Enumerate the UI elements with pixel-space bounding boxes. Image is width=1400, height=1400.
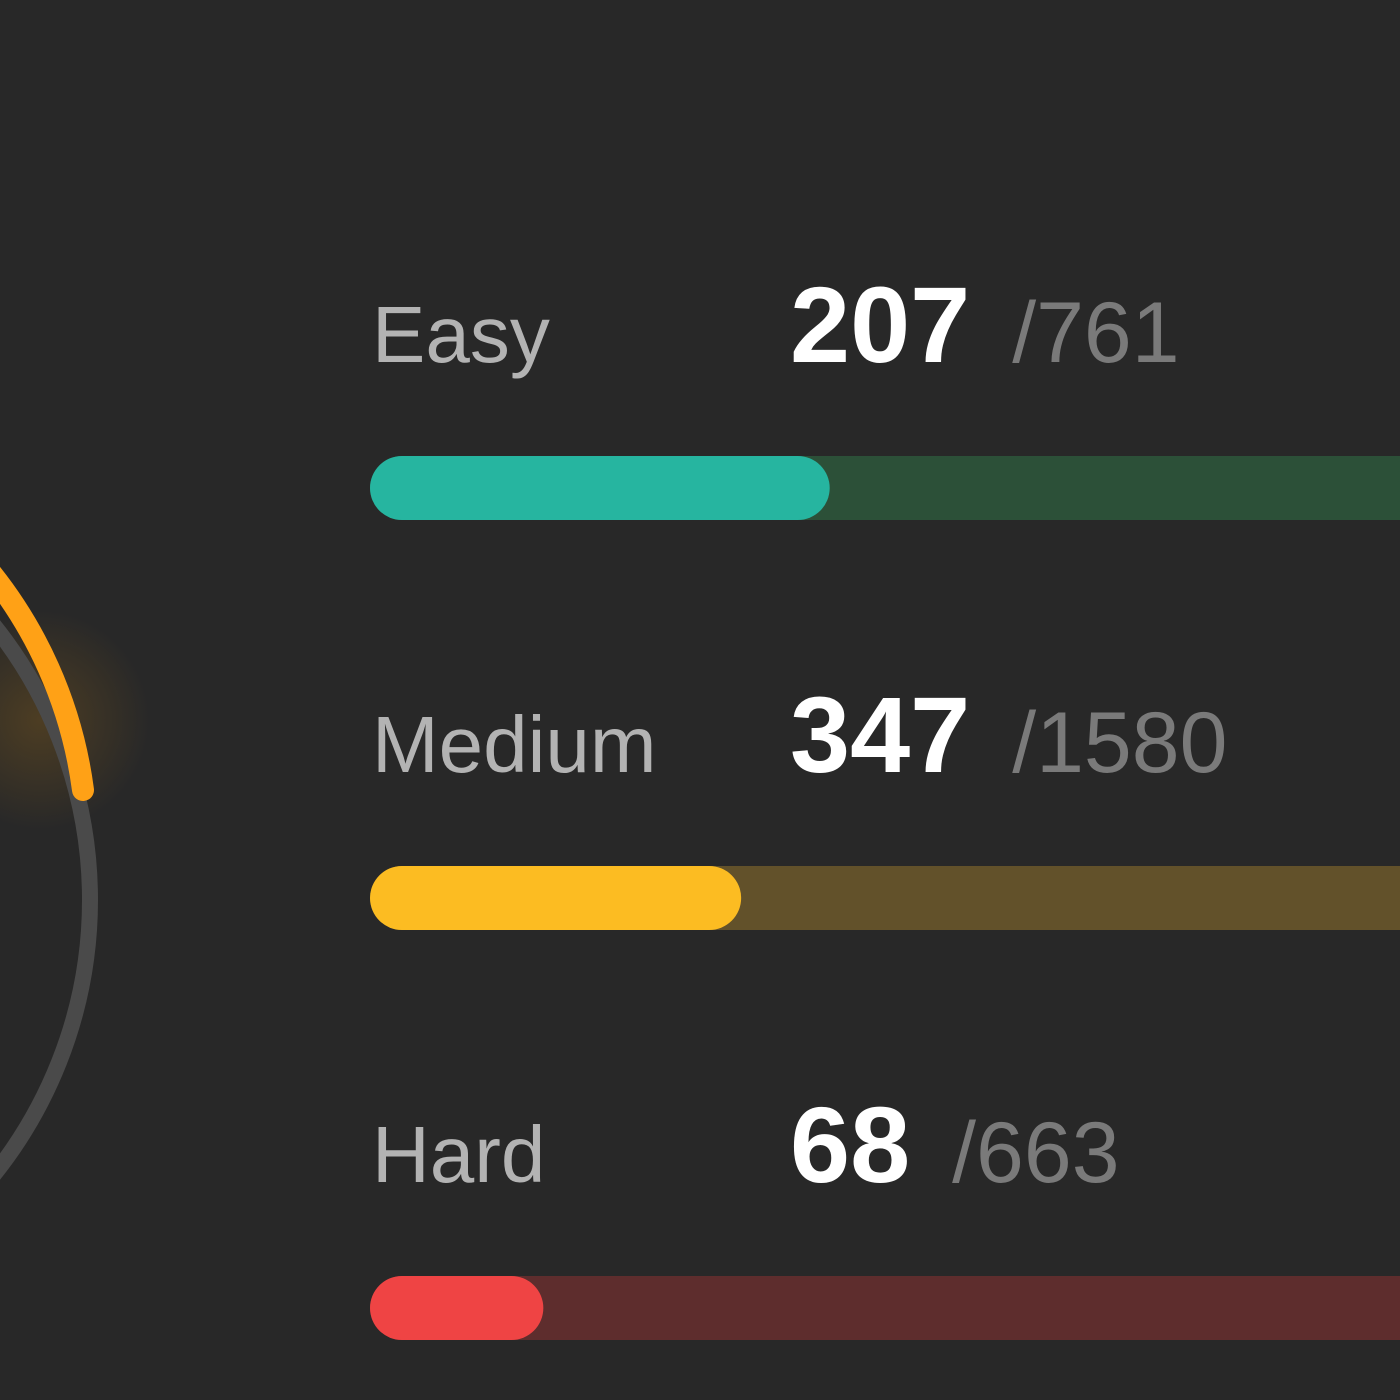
- progress-fill: [370, 456, 830, 520]
- progress-fill: [370, 866, 742, 930]
- solved-number: 347: [790, 674, 970, 795]
- difficulty-label: Hard: [372, 1110, 545, 1199]
- progress-ring-arc: [0, 566, 94, 801]
- progress-fill: [370, 1276, 544, 1340]
- difficulty-label: Medium: [372, 700, 657, 789]
- total-count: /761: [1012, 285, 1179, 381]
- progress-ring-track: [0, 620, 98, 1180]
- difficulty-label: Easy: [372, 290, 550, 379]
- total-count: /663: [952, 1105, 1119, 1201]
- solved-count: 68/663: [790, 1084, 1120, 1205]
- solved-count: 347/1580: [790, 674, 1227, 795]
- total-count: /1580: [1012, 695, 1227, 791]
- solved-number: 207: [790, 264, 970, 385]
- progress-track: [370, 1276, 1400, 1340]
- solved-number: 68: [790, 1084, 910, 1205]
- solved-count: 207/761: [790, 264, 1180, 385]
